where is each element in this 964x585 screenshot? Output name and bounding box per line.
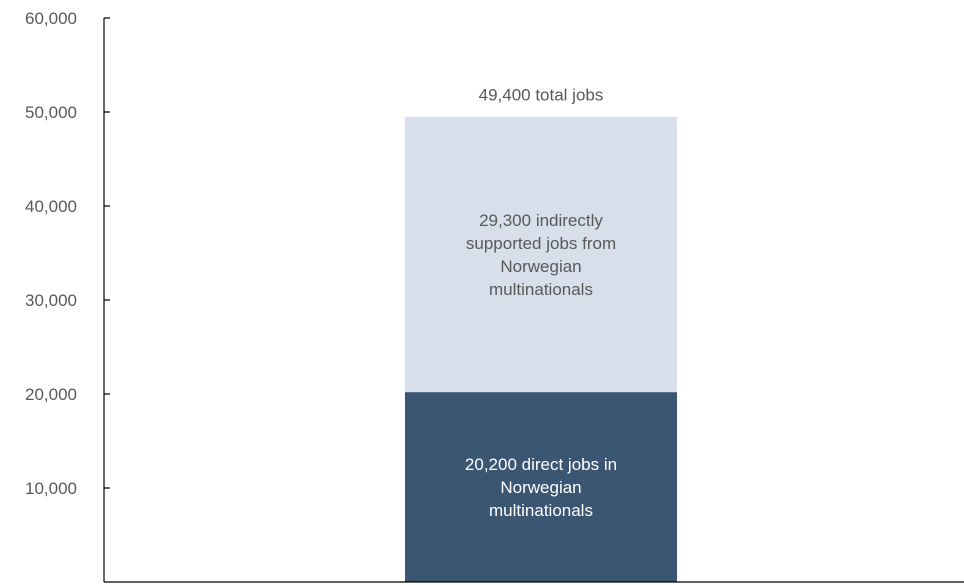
bar-segment-1 [405, 392, 677, 582]
total-label: 49,400 total jobs [479, 86, 604, 105]
segment-labels: 20,200 direct jobs in Norwegian multinatio… [465, 211, 617, 520]
segment-label-2: 29,300 indirectly supported jobs from Norw… [466, 211, 616, 299]
y-axis-ticks: 10,000 20,000 30,000 40,000 50,000 60,000 [25, 9, 110, 498]
y-tick-label: 60,000 [25, 9, 77, 28]
y-tick-label: 40,000 [25, 197, 77, 216]
bar-segment-2 [405, 116, 677, 393]
y-tick-label: 30,000 [25, 291, 77, 310]
segment-label-1: 20,200 direct jobs in Norwegian multinatio… [465, 455, 617, 520]
segment-label-line: supported jobs from [466, 234, 616, 253]
bar-segments [405, 116, 677, 582]
segment-label-line: 20,200 direct jobs in [465, 455, 617, 474]
segment-label-line: Norwegian [500, 478, 581, 497]
y-tick-label: 20,000 [25, 385, 77, 404]
segment-label-line: Norwegian [500, 257, 581, 276]
y-tick-label: 50,000 [25, 103, 77, 122]
segment-label-line: multinationals [489, 280, 593, 299]
y-tick-label: 10,000 [25, 479, 77, 498]
segment-label-line: 29,300 indirectly [479, 211, 603, 230]
segment-label-line: multinationals [489, 501, 593, 520]
